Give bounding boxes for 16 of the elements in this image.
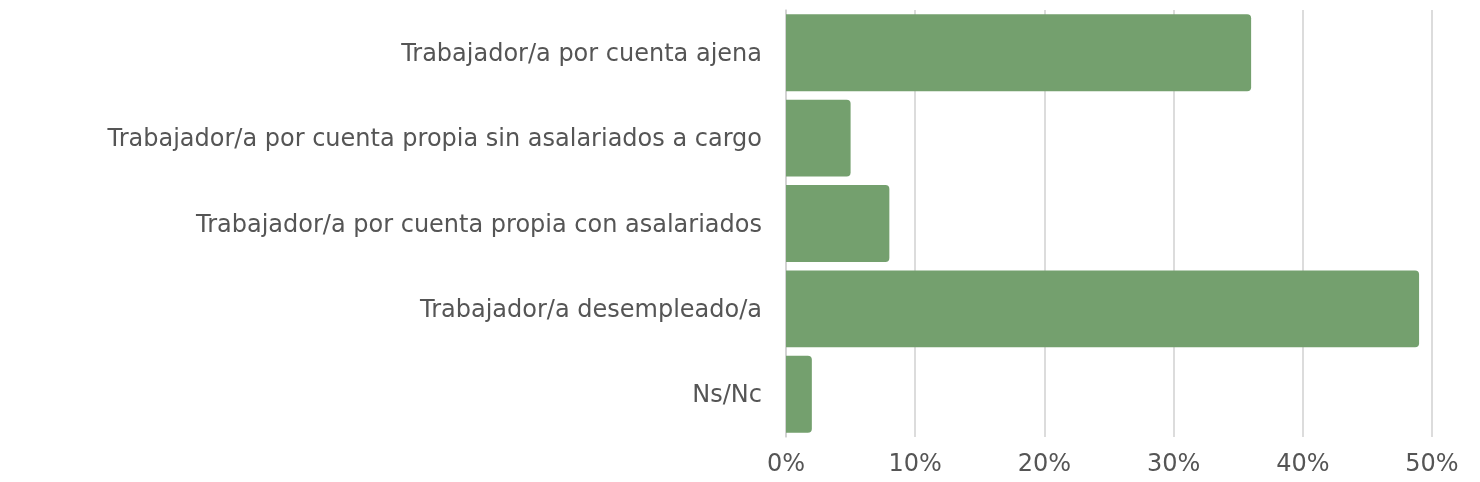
x-tick-label: 50%: [1405, 449, 1459, 477]
x-tick-label: 10%: [888, 449, 942, 477]
x-tick-label: 30%: [1146, 449, 1201, 477]
bar: [786, 270, 1420, 348]
x-tick-label: 40%: [1276, 449, 1330, 477]
bar: [786, 14, 1252, 92]
x-tick-label: 20%: [1017, 449, 1072, 477]
y-tick-label: Trabajador/a desempleado/a: [419, 294, 762, 323]
bar: [786, 355, 812, 433]
bar: [786, 185, 890, 262]
y-tick-label: Trabajador/a por cuenta propia sin asalariados a cargo: [106, 124, 762, 153]
y-tick-label: Trabajador/a por cuenta ajena: [400, 38, 762, 67]
bar: [786, 99, 851, 177]
x-tick-label: 0%: [766, 449, 806, 477]
y-tick-label: Ns/Nc: [692, 380, 762, 409]
y-tick-label: Trabajador/a por cuenta propia con asalariados: [195, 209, 762, 238]
